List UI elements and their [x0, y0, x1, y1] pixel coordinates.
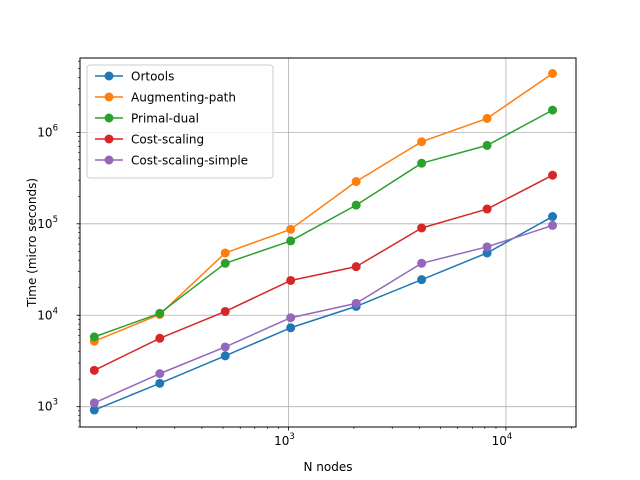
series-cost-scaling-simple [89, 220, 558, 408]
data-point-cost-scaling [286, 275, 296, 285]
legend-marker-primal-dual [104, 113, 114, 123]
data-point-ortools [89, 405, 99, 415]
plot-area-frame [79, 57, 577, 428]
legend-label-primal-dual: Primal-dual [131, 112, 199, 126]
x-tick-label: 104 [492, 432, 513, 448]
data-point-primal-dual [548, 105, 558, 115]
data-point-augmenting-path [351, 177, 361, 187]
data-point-cost-scaling-simple [220, 342, 230, 352]
data-point-ortools [548, 212, 558, 222]
data-point-ortools [286, 323, 296, 333]
data-point-cost-scaling [351, 262, 361, 272]
data-point-cost-scaling [220, 306, 230, 316]
data-point-cost-scaling [417, 223, 427, 233]
legend: Ortools Augmenting-path Primal-dual Cost-sc… [86, 64, 274, 179]
legend-marker-cost-scaling [104, 134, 114, 144]
legend-marker-ortools [104, 71, 114, 81]
tick-labels: 103 104 103 104 105 106 [37, 123, 512, 448]
data-point-cost-scaling-simple [548, 220, 558, 230]
y-tick-label: 106 [37, 123, 58, 139]
data-point-primal-dual [417, 158, 427, 168]
data-point-cost-scaling-simple [482, 242, 492, 252]
major-ticks [76, 131, 507, 431]
data-point-primal-dual [482, 140, 492, 150]
data-point-augmenting-path [417, 137, 427, 147]
data-point-augmenting-path [548, 69, 558, 78]
series-layer [89, 69, 558, 415]
data-point-primal-dual [220, 258, 230, 268]
series-line-primal-dual [94, 109, 553, 338]
series-line-ortools [94, 215, 553, 411]
legend-label-ortools: Ortools [131, 70, 174, 84]
data-point-cost-scaling-simple [417, 258, 427, 268]
series-line-cost-scaling-simple [94, 224, 553, 404]
series-primal-dual [89, 105, 558, 342]
series-cost-scaling [89, 170, 558, 375]
y-tick-label: 105 [37, 215, 58, 231]
legend-marker-cost-scaling-simple [104, 155, 114, 165]
legend-label-cost-scaling-simple: Cost-scaling-simple [131, 154, 248, 168]
y-axis-label: Time (micro seconds) [25, 178, 39, 308]
data-point-primal-dual [351, 200, 361, 210]
y-tick-label: 104 [37, 306, 58, 322]
data-point-primal-dual [89, 332, 99, 342]
data-point-augmenting-path [482, 113, 492, 123]
data-point-augmenting-path [286, 224, 296, 234]
series-ortools [89, 212, 558, 415]
legend-box [86, 64, 274, 179]
data-point-cost-scaling-simple [351, 298, 361, 308]
legend-marker-augmenting-path [104, 92, 114, 102]
data-point-cost-scaling [155, 333, 165, 343]
data-point-primal-dual [286, 236, 296, 246]
data-point-cost-scaling-simple [89, 398, 99, 408]
series-line-cost-scaling [93, 174, 553, 371]
data-point-ortools [155, 378, 165, 388]
y-tick-label: 103 [37, 398, 58, 414]
x-tick-label: 103 [274, 432, 295, 448]
data-point-cost-scaling [89, 365, 99, 375]
data-point-cost-scaling-simple [155, 369, 165, 379]
x-axis-label: N nodes [304, 460, 353, 474]
legend-label-cost-scaling: Cost-scaling [131, 133, 204, 147]
data-point-primal-dual [155, 308, 165, 318]
data-point-ortools [220, 351, 230, 361]
data-point-cost-scaling [548, 170, 558, 180]
legend-label-augmenting-path: Augmenting-path [131, 91, 236, 105]
data-point-cost-scaling [482, 204, 492, 214]
data-point-ortools [417, 275, 427, 285]
data-point-cost-scaling-simple [286, 313, 296, 323]
data-point-augmenting-path [220, 248, 230, 258]
